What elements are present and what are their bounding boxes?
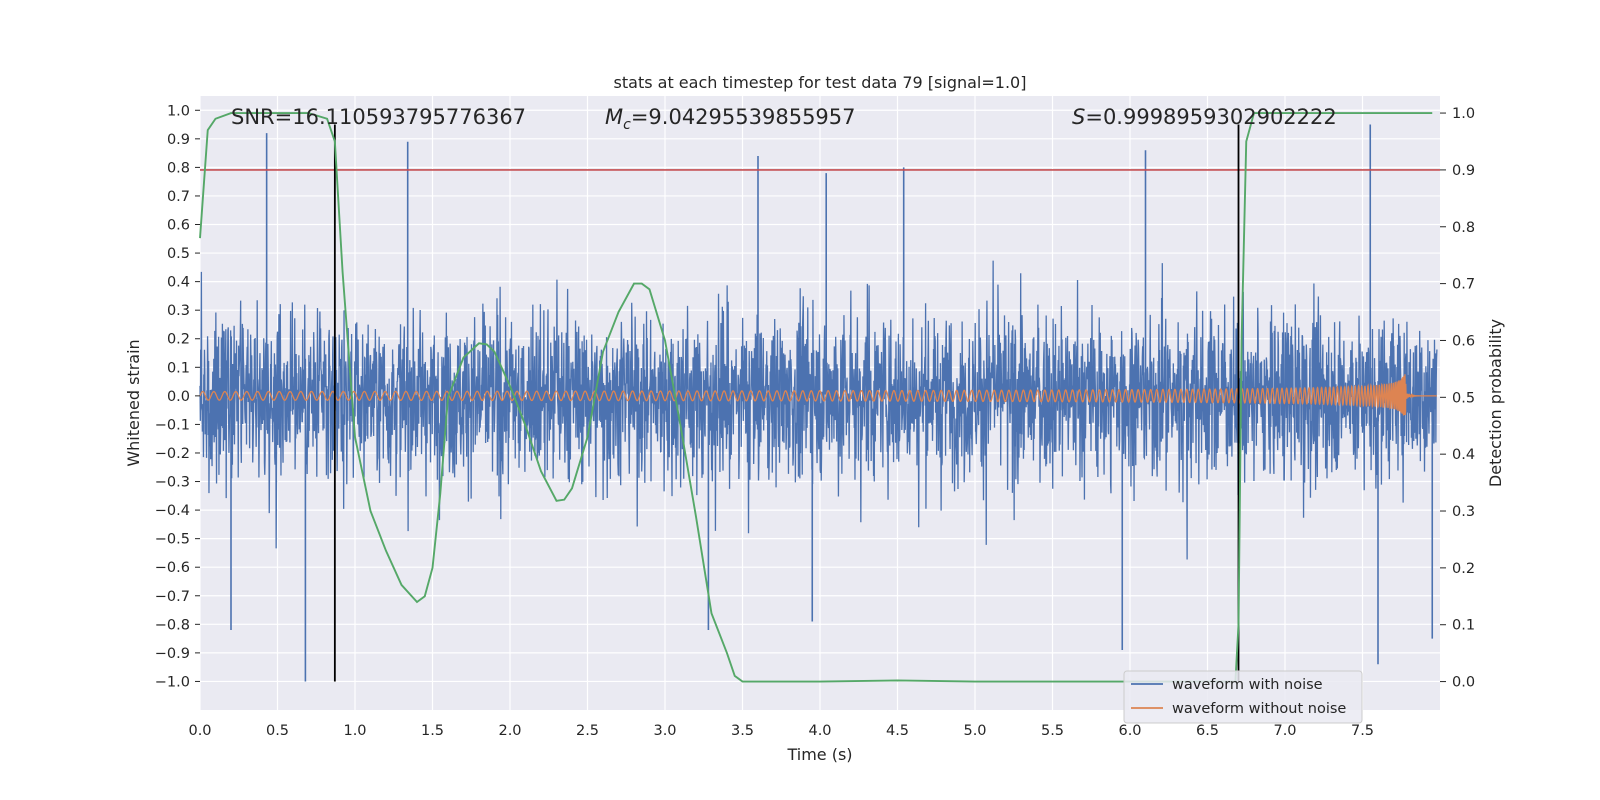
x-tick-label: 0.0 [188, 723, 211, 739]
x-tick-label: 4.0 [808, 723, 831, 739]
y-axis-left-ticks: 1.0 0.9 0.8 0.7 0.6 0.5 0.4 0.3 0.2 0.1 0.0 −0.1 −0.… [155, 103, 200, 690]
chirp-mass-annotation: Mc=9.04295539855957 [605, 105, 856, 133]
legend: waveform with noise waveform without noi… [1123, 670, 1363, 724]
y-right-tick-label: 0.7 [1452, 277, 1475, 293]
y-left-tick-label: −0.3 [155, 475, 190, 491]
y-left-tick-label: −0.1 [155, 417, 190, 433]
y-right-tick-label: 0.3 [1452, 504, 1475, 520]
y-left-tick-label: 0.6 [167, 218, 190, 234]
y-left-tick-label: −0.2 [155, 446, 190, 462]
x-tick-label: 2.5 [576, 723, 599, 739]
y-left-tick-label: −0.6 [155, 560, 190, 576]
y-right-tick-label: 0.4 [1452, 447, 1475, 463]
x-tick-label: 4.5 [886, 723, 909, 739]
y-left-tick-label: 0.3 [167, 303, 190, 319]
y-left-tick-label: 0.0 [167, 389, 190, 405]
y-right-tick-label: 0.8 [1452, 220, 1475, 236]
score-value: =0.9998959302902222 [1085, 105, 1336, 129]
x-axis-label: Time (s) [786, 745, 852, 764]
y-left-tick-label: 0.5 [167, 246, 190, 262]
x-tick-label: 1.0 [343, 723, 366, 739]
y-left-tick-label: −0.5 [155, 532, 190, 548]
chirp-mass-value: =9.04295539855957 [631, 105, 856, 129]
chart-title: stats at each timestep for test data 79 … [614, 73, 1027, 92]
y-right-tick-label: 0.6 [1452, 333, 1475, 349]
x-tick-label: 6.5 [1196, 723, 1219, 739]
score-annotation: S=0.9998959302902222 [1072, 105, 1337, 129]
legend-label-noise: waveform with noise [1172, 677, 1323, 693]
y-left-tick-label: −1.0 [155, 674, 190, 690]
y-left-tick-label: −0.4 [155, 503, 190, 519]
x-tick-label: 7.5 [1351, 723, 1374, 739]
y-left-tick-label: 0.2 [167, 332, 190, 348]
y-right-tick-label: 0.5 [1452, 390, 1475, 406]
y-right-tick-label: 0.0 [1452, 675, 1475, 691]
legend-label-clean: waveform without noise [1172, 701, 1346, 717]
y-axis-left-label: Whitened strain [124, 339, 143, 466]
y-right-tick-label: 0.2 [1452, 561, 1475, 577]
y-left-tick-label: 0.4 [167, 275, 190, 291]
y-left-tick-label: −0.8 [155, 617, 190, 633]
x-tick-label: 6.0 [1118, 723, 1141, 739]
x-tick-label: 2.0 [498, 723, 521, 739]
series-waveform-without-noise [199, 374, 1437, 416]
x-tick-label: 0.5 [266, 723, 289, 739]
legend-box [1123, 670, 1363, 724]
x-tick-label: 5.5 [1041, 723, 1064, 739]
chirp-mass-symbol: M [605, 105, 623, 129]
x-tick-label: 5.0 [963, 723, 986, 739]
series-waveform-with-noise [199, 124, 1438, 682]
y-left-tick-label: −0.9 [155, 646, 190, 662]
x-tick-label: 1.5 [421, 723, 444, 739]
noise-trace [199, 260, 1438, 560]
y-axis-right-ticks: 1.0 0.9 0.8 0.7 0.6 0.5 0.4 0.3 0.2 0.1 0.0 [1440, 106, 1475, 691]
x-axis-ticks: 0.0 0.5 1.0 1.5 2.0 2.5 3.0 3.5 4.0 4.5 5.0 5.5 6.0 6… [188, 723, 1374, 739]
y-left-tick-label: 0.8 [167, 160, 190, 176]
x-tick-label: 3.5 [731, 723, 754, 739]
y-axis-right-label: Detection probability [1486, 319, 1505, 487]
y-left-tick-label: −0.7 [155, 589, 190, 605]
y-left-tick-label: 0.7 [167, 189, 190, 205]
y-right-tick-label: 0.1 [1452, 618, 1475, 634]
y-left-tick-label: 0.1 [167, 360, 190, 376]
snr-annotation: SNR=16.110593795776367 [231, 105, 526, 129]
chirp-mass-subscript: c [623, 117, 631, 133]
score-symbol: S [1072, 105, 1085, 129]
x-tick-label: 3.0 [653, 723, 676, 739]
x-tick-label: 7.0 [1273, 723, 1296, 739]
y-left-tick-label: 1.0 [167, 103, 190, 119]
y-right-tick-label: 1.0 [1452, 106, 1475, 122]
y-left-tick-label: 0.9 [167, 132, 190, 148]
chirp-trace [199, 374, 1437, 416]
y-right-tick-label: 0.9 [1452, 163, 1475, 179]
